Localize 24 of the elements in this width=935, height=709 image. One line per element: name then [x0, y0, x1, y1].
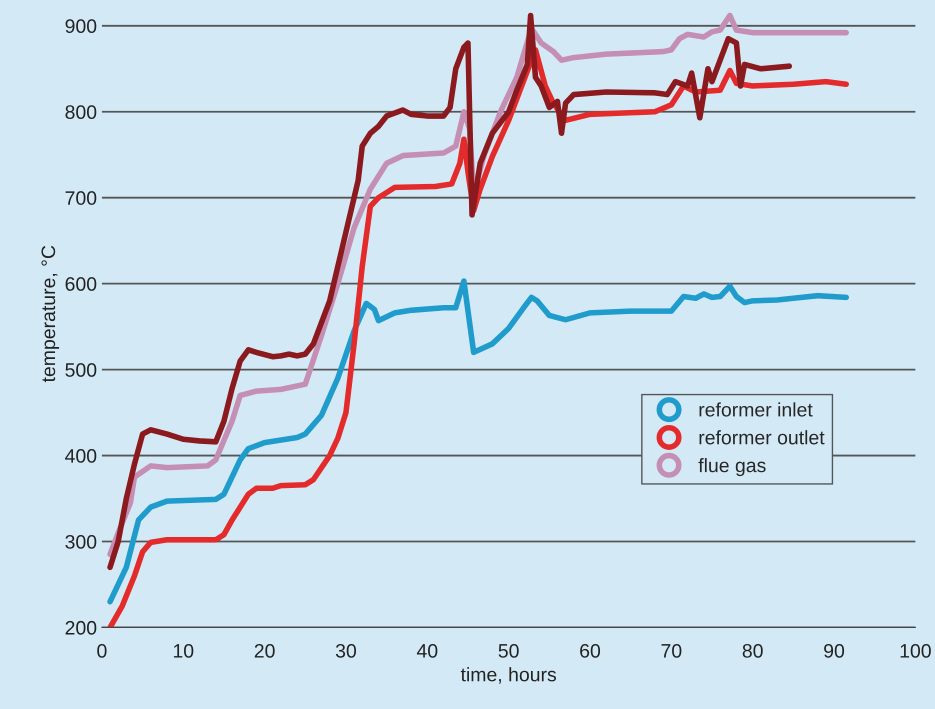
- y-tick-label: 400: [65, 449, 96, 463]
- x-tick-label: 80: [742, 644, 763, 658]
- x-tick-label: 50: [498, 644, 519, 658]
- x-tick-label: 10: [174, 644, 194, 658]
- x-tick-label: 20: [254, 644, 275, 658]
- y-tick-label: 800: [65, 105, 96, 119]
- x-tick-label: 60: [580, 644, 600, 658]
- x-tick-label: 40: [416, 644, 438, 658]
- legend-label: reformer outlet: [700, 430, 825, 444]
- y-tick-label: 200: [66, 620, 96, 635]
- legend-label: reformer inlet: [700, 402, 813, 417]
- legend-label: flue gas: [698, 458, 766, 476]
- y-tick-label: 500: [65, 363, 96, 377]
- y-axis-title: temperature, °C: [41, 246, 60, 382]
- y-tick-label: 700: [66, 191, 96, 205]
- y-tick-label: 600: [66, 277, 96, 291]
- x-axis-title: time, hours: [460, 667, 556, 684]
- x-tick-label: 100: [900, 644, 931, 658]
- x-tick-label: 70: [662, 644, 682, 658]
- x-tick-label: 0: [97, 644, 107, 658]
- x-tick-label: 90: [824, 644, 844, 658]
- y-tick-label: 900: [66, 19, 96, 34]
- x-tick-label: 30: [336, 644, 356, 658]
- y-tick-label: 300: [65, 534, 96, 549]
